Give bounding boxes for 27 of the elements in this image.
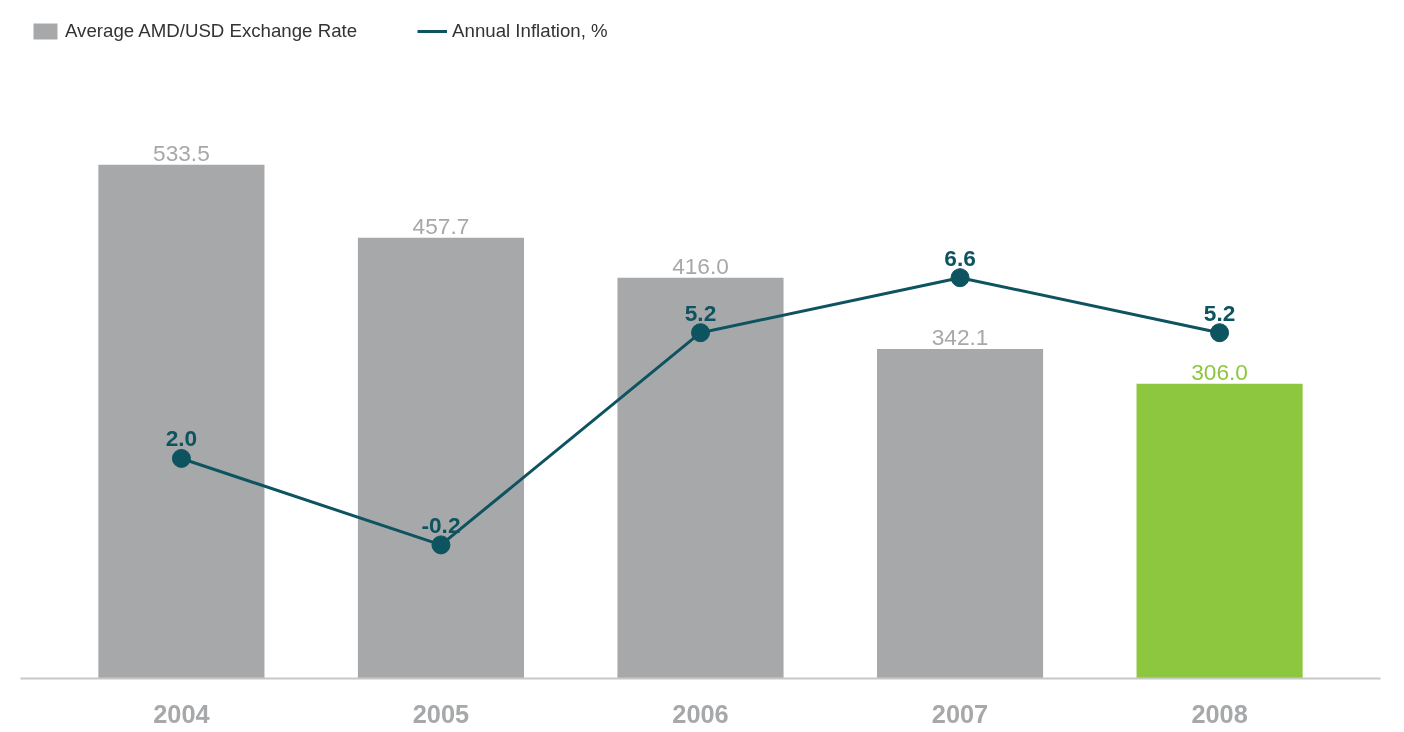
point [171, 448, 191, 468]
bar [357, 237, 525, 679]
bar [876, 349, 1044, 679]
legend-label: Annual Inflation, % [452, 20, 608, 42]
bar [1136, 383, 1303, 679]
point [431, 535, 451, 555]
data-label: 533.5 [153, 139, 210, 166]
x-tick-label: 2006 [672, 699, 729, 728]
data-label: 342.1 [931, 324, 989, 350]
data-label: 416.0 [672, 252, 729, 279]
bar [98, 164, 265, 679]
point [950, 268, 970, 288]
bar [617, 277, 784, 679]
point [1210, 323, 1230, 343]
data-label: 5.2 [1203, 299, 1236, 326]
x-tick-label: 2005 [412, 699, 470, 728]
legend-label: Average AMD/USD Exchange Rate [65, 20, 358, 42]
data-label: 5.2 [684, 299, 717, 326]
data-label: 2.0 [165, 425, 198, 452]
x-tick-label: 2007 [931, 699, 989, 728]
data-label: 306.0 [1191, 358, 1248, 385]
data-label: -0.2 [421, 511, 461, 538]
point [691, 323, 710, 343]
data-label: 457.7 [412, 212, 470, 239]
x-tick-label: 2004 [153, 699, 210, 728]
data-label: 6.6 [944, 244, 976, 271]
x-tick-label: 2008 [1191, 699, 1248, 728]
